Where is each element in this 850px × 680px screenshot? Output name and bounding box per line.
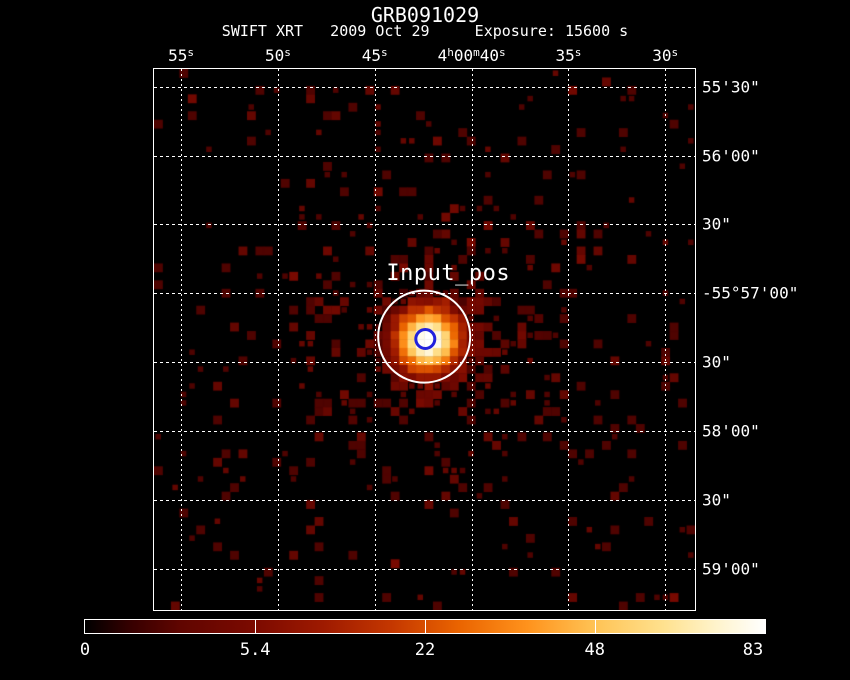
dec-tick-label: 30": [702, 214, 731, 234]
dec-tick-label: 56'00": [702, 146, 760, 165]
page-title: GRB091029: [370, 3, 480, 27]
grid-line-horizontal: [154, 568, 695, 570]
colorbar-tick-label: 48: [584, 640, 606, 660]
grid-line-horizontal: [154, 293, 695, 295]
dec-tick-label: 30": [702, 490, 731, 510]
dec-tick-label: 55'30": [702, 77, 760, 96]
grid-line-vertical: [374, 69, 376, 610]
sky-image-frame: [153, 68, 696, 611]
grid-line-horizontal: [154, 431, 695, 433]
grid-line-horizontal: [154, 500, 695, 501]
dec-tick-label: 59'00": [702, 559, 760, 579]
observation-subtitle: SWIFT XRT 2009 Oct 29 Exposure: 15600 s: [221, 22, 629, 40]
grid-line-vertical: [568, 69, 570, 610]
grid-line-vertical: [471, 69, 473, 610]
ra-tick-label: 4h00m40s: [437, 46, 506, 65]
ra-tick-label: 55s: [168, 46, 195, 65]
source-region-circle: [377, 289, 472, 384]
colorbar-tick: [255, 620, 256, 633]
region-overlay: [377, 289, 472, 384]
colorbar-tick-label: 0: [79, 640, 91, 660]
grid-line-horizontal: [154, 224, 695, 226]
colorbar-tick-label: 5.4: [239, 640, 271, 660]
grid-line-vertical: [665, 69, 667, 610]
ra-tick-label: 35s: [555, 46, 582, 65]
grid-line-horizontal: [154, 155, 695, 157]
dec-tick-label: 30": [702, 352, 731, 372]
colorbar: [84, 619, 766, 634]
grid-line-vertical: [277, 69, 279, 610]
sky-image-canvas: [154, 69, 695, 610]
colorbar-tick: [425, 620, 426, 633]
input-pos-label: Input_pos: [386, 261, 511, 287]
colorbar-tick-label: 83: [742, 640, 764, 660]
grid-line-vertical: [181, 69, 183, 610]
dec-tick-label: -55°57'00": [702, 283, 799, 303]
dec-tick-label: 58'00": [702, 421, 760, 441]
grid-line-horizontal: [154, 86, 695, 88]
grid-line-horizontal: [154, 362, 695, 364]
ra-tick-label: 50s: [264, 46, 291, 65]
ra-tick-label: 45s: [361, 46, 388, 65]
colorbar-tick-label: 22: [414, 640, 436, 660]
ra-tick-label: 30s: [652, 46, 679, 65]
input-pos-marker: [414, 328, 437, 350]
colorbar-tick: [595, 620, 596, 633]
